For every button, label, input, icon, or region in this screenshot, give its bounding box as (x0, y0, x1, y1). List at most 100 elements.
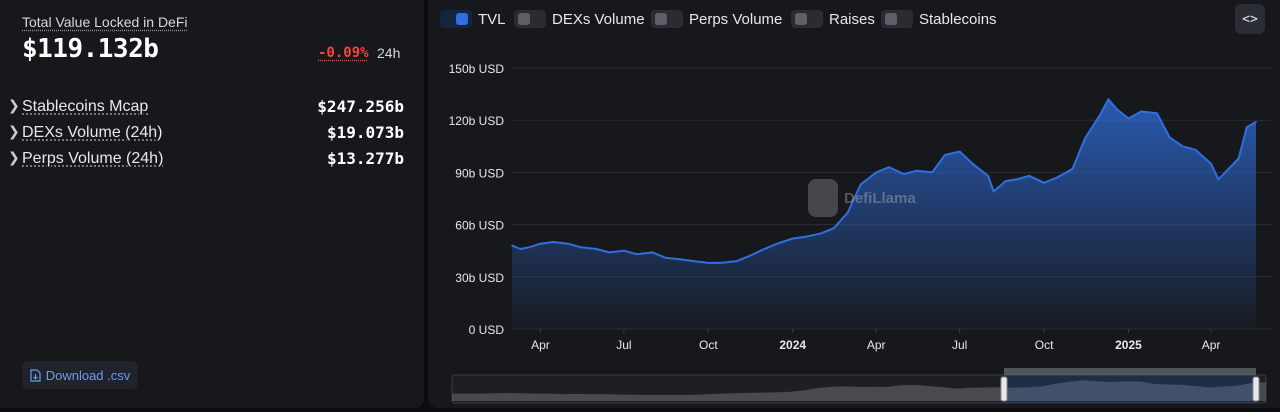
range-slider-selection (1004, 375, 1256, 403)
y-tick-label: 30b USD (455, 271, 504, 285)
toggle-dexs-volume[interactable]: DEXs Volume (514, 9, 645, 29)
embed-code-button[interactable]: <> (1235, 4, 1265, 34)
x-tick-label: Oct (699, 338, 718, 352)
tvl-point (1071, 168, 1074, 170)
tvl-point (528, 246, 531, 249)
tvl-point (1140, 110, 1143, 113)
toggle-label: TVL (478, 10, 506, 28)
tvl-area (512, 99, 1256, 329)
tvl-point (623, 249, 625, 252)
toggle-label: Perps Volume (689, 10, 783, 28)
tvl-point (791, 237, 794, 240)
file-icon (30, 368, 41, 382)
chevron-right-icon: ❯ (8, 97, 20, 113)
x-tick-label: 2025 (1115, 338, 1142, 352)
tvl-point (875, 171, 878, 174)
tvl-point (567, 242, 569, 245)
x-tick-label: Apr (531, 338, 550, 352)
tvl-point (1084, 136, 1087, 139)
tvl-point (1043, 182, 1045, 184)
tvl-point (763, 248, 766, 250)
toggle-switch[interactable] (440, 10, 472, 28)
tvl-point (820, 232, 822, 235)
tvl-change-period: 24h (377, 45, 401, 61)
tvl-point (992, 190, 995, 193)
download-csv-button[interactable]: Download .csv (22, 361, 138, 389)
tvl-point (776, 242, 778, 245)
y-tick-label: 90b USD (455, 166, 504, 180)
x-tick-label: Apr (1202, 338, 1221, 352)
tvl-point (580, 246, 582, 249)
toggle-switch[interactable] (651, 10, 683, 28)
range-slider-handle (1000, 376, 1008, 402)
tvl-value: $119.132b (22, 34, 159, 64)
metric-row-stablecoins-mcap[interactable]: ❯ Stablecoins Mcap $247.256b (8, 96, 404, 118)
tvl-point (692, 260, 695, 262)
x-tick-label: Apr (867, 338, 886, 352)
x-tick-label: Jul (952, 338, 967, 352)
toggle-perps-volume[interactable]: Perps Volume (651, 9, 782, 29)
x-tick-label: Oct (1035, 338, 1054, 352)
toggle-switch[interactable] (881, 10, 913, 28)
tvl-point (1028, 175, 1031, 177)
toggle-switch[interactable] (514, 10, 546, 28)
tvl-point (1056, 176, 1058, 179)
tvl-point (748, 255, 751, 257)
y-tick-label: 0 USD (469, 323, 505, 337)
metric-value: $13.277b (326, 149, 404, 168)
tvl-point (1255, 121, 1257, 123)
toggle-raises[interactable]: Raises (791, 9, 875, 29)
llama-logo-icon (808, 179, 838, 217)
tvl-point (720, 262, 722, 264)
toggle-label: Raises (829, 10, 875, 28)
tvl-point (1210, 162, 1212, 165)
y-tick-label: 150b USD (449, 62, 505, 76)
chevron-right-icon: ❯ (8, 123, 20, 139)
tvl-label: Total Value Locked in DeFi (22, 14, 188, 30)
tvl-point (1127, 117, 1130, 120)
tvl-point (915, 169, 918, 172)
x-tick-label: 2024 (779, 338, 806, 352)
tvl-point (1237, 157, 1240, 160)
metric-label: DEXs Volume (24h) (22, 124, 163, 141)
tvl-point (1227, 168, 1230, 170)
tvl-point (1015, 178, 1018, 181)
tvl-point (651, 251, 654, 254)
metric-label: Stablecoins Mcap (22, 98, 149, 115)
tvl-point (1181, 145, 1184, 148)
toggle-switch[interactable] (791, 10, 823, 28)
metric-value: $247.256b (317, 97, 404, 116)
tvl-point (1168, 136, 1171, 139)
tvl-point (833, 227, 835, 229)
tvl-point (635, 253, 638, 255)
tvl-point (971, 162, 974, 165)
tvl-point (595, 248, 598, 250)
defillama-watermark: DefiLlama (808, 178, 932, 218)
tvl-point (1246, 126, 1248, 128)
tvl-point (987, 175, 989, 177)
download-label: Download .csv (45, 367, 131, 383)
tvl-point (1194, 148, 1197, 151)
tvl-point (859, 183, 862, 186)
metric-row-dexs-volume[interactable]: ❯ DEXs Volume (24h) $19.073b (8, 122, 404, 144)
tvl-point (1116, 108, 1119, 111)
summary-panel (0, 0, 424, 408)
y-tick-label: 60b USD (455, 219, 504, 233)
tvl-change: -0.09% (318, 45, 369, 61)
y-tick-label: 120b USD (449, 114, 505, 128)
toggle-label: Stablecoins (919, 10, 997, 28)
tvl-point (552, 241, 555, 243)
toggle-tvl[interactable]: TVL (440, 9, 506, 29)
tvl-point (707, 262, 710, 264)
tvl-point (1107, 98, 1110, 101)
range-slider-top-bar (1004, 368, 1256, 375)
toggle-stablecoins[interactable]: Stablecoins (881, 9, 997, 29)
code-icon: <> (1242, 11, 1258, 27)
x-tick-label: Jul (616, 338, 631, 352)
tvl-point (888, 166, 890, 168)
toggle-label: DEXs Volume (552, 10, 645, 28)
metric-label: Perps Volume (24h) (22, 150, 164, 167)
chevron-right-icon: ❯ (8, 149, 20, 165)
metric-row-perps-volume[interactable]: ❯ Perps Volume (24h) $13.277b (8, 148, 404, 170)
